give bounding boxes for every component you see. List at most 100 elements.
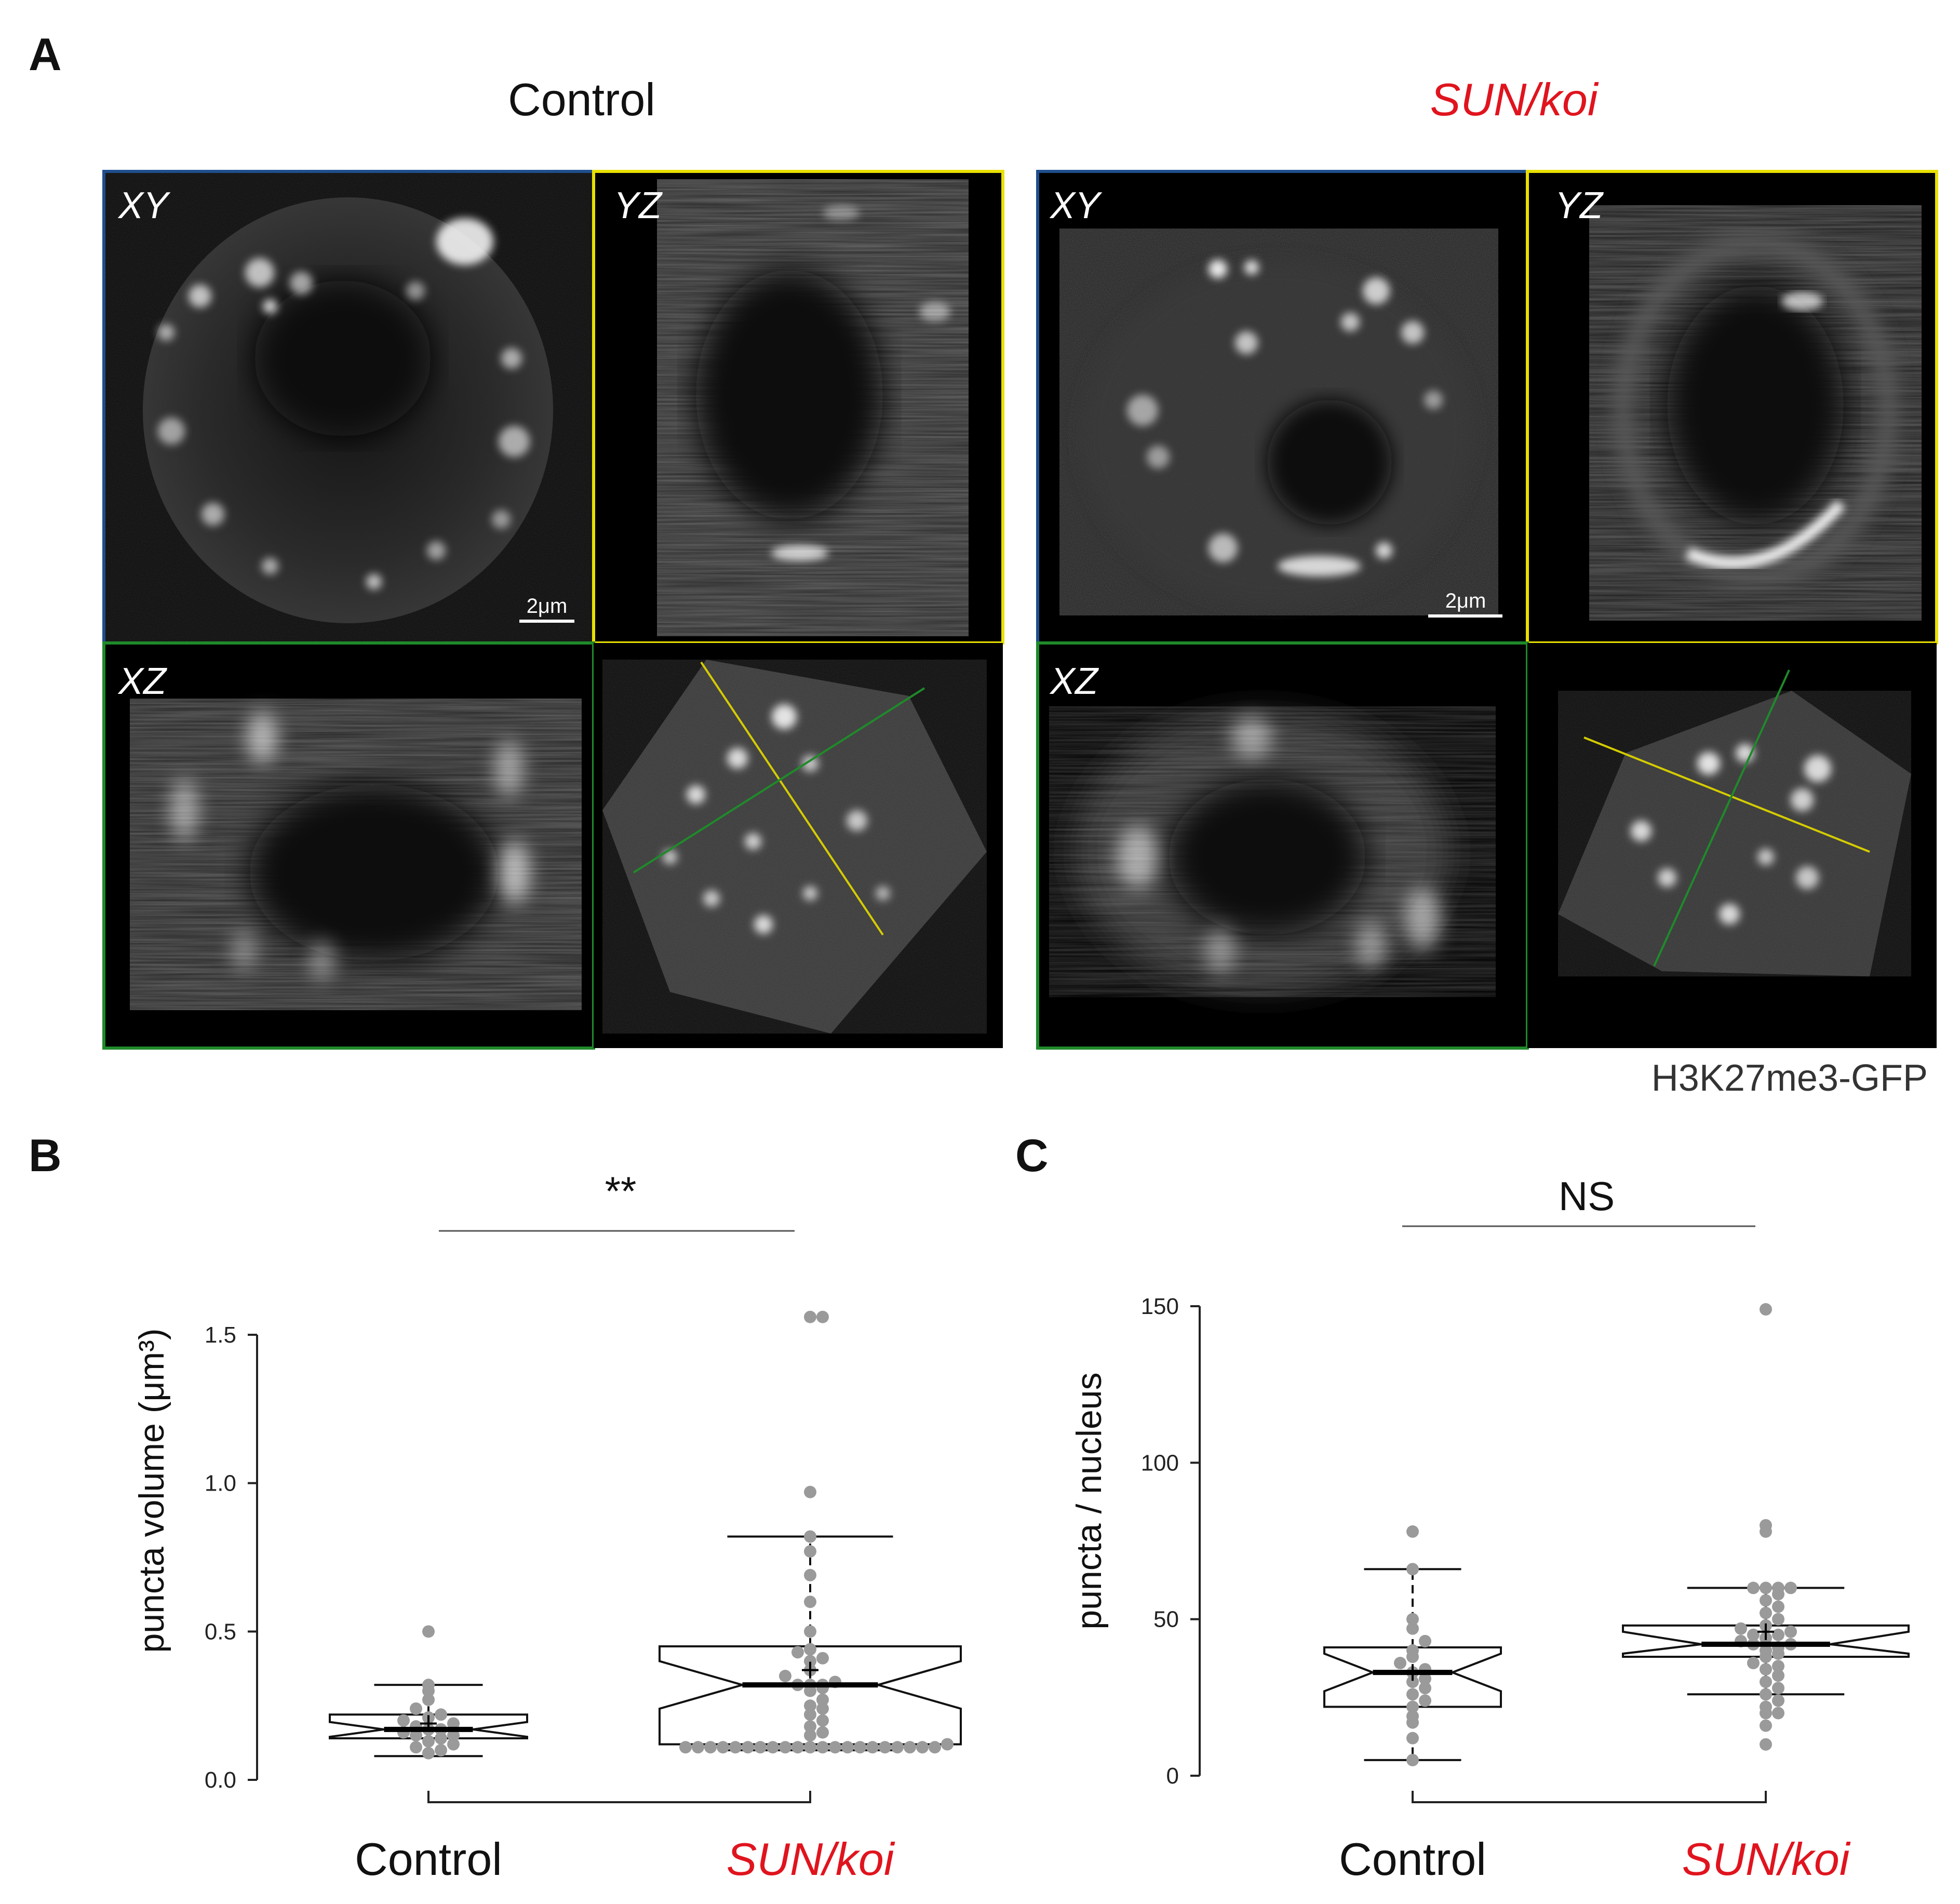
chart-b-control-point [447, 1729, 460, 1742]
chart-b-sunkoi-point [804, 1729, 816, 1742]
chart-c-sunkoi-point [1760, 1303, 1772, 1316]
chart-c-sunkoi-point [1760, 1688, 1772, 1701]
chart-b-sunkoi-point [791, 1646, 804, 1659]
marker-label: H3K27me3-GFP [1652, 1057, 1928, 1099]
chart-b-sunkoi-point [816, 1726, 829, 1739]
chart-c-control-point [1406, 1688, 1419, 1701]
control-xz-label: XZ [117, 661, 167, 702]
panel-letter-b: B [29, 1130, 62, 1181]
chart-c-y-tick-label: 100 [1141, 1450, 1179, 1476]
chart-c-sunkoi-point [1760, 1581, 1772, 1594]
chart-b-sunkoi-point [816, 1310, 829, 1323]
chart-b-sunkoi-point [804, 1568, 816, 1581]
chart-b-control-point [410, 1702, 422, 1715]
chart-c-sunkoi-point [1760, 1519, 1772, 1532]
panel-letter-c: C [1015, 1130, 1049, 1181]
chart-c-sunkoi-point [1784, 1581, 1797, 1594]
chart-b-sunkoi-point [816, 1693, 829, 1706]
chart-b-control-point [422, 1747, 435, 1760]
chart-b-sunkoi-point [804, 1741, 816, 1754]
chart-c-category-sunkoi: SUN/koi [1682, 1833, 1851, 1885]
chart-c-sunkoi-point [1772, 1694, 1784, 1707]
chart-c-sunkoi-point [1772, 1669, 1784, 1682]
chart-b-category-sunkoi: SUN/koi [727, 1833, 895, 1885]
panel-letter-a: A [29, 29, 62, 80]
chart-b-control-point [422, 1693, 435, 1706]
chart-b-sunkoi-point [816, 1702, 829, 1715]
control-xz-view: XZ [102, 641, 595, 1050]
chart-c-ylabel: puncta / nucleus [1069, 1372, 1109, 1629]
chart-c-category-control: Control [1339, 1833, 1486, 1885]
control-title: Control [508, 74, 655, 125]
chart-b-control-point [435, 1744, 447, 1756]
chart-c-y-tick-label: 150 [1141, 1294, 1179, 1319]
chart-c-sunkoi-point [1772, 1600, 1784, 1613]
sunkoi-3d-view [1527, 643, 1937, 1048]
chart-c-control-point [1419, 1694, 1431, 1707]
chart-b-sunkoi-point [791, 1741, 804, 1754]
chart-b-sunkoi-point [804, 1530, 816, 1543]
chart-c-sunkoi-point [1735, 1622, 1747, 1635]
sunkoi-xz-view: XZ [1036, 641, 1529, 1050]
chart-c-control-point [1406, 1525, 1419, 1538]
chart-c-significance: NS [1559, 1173, 1615, 1219]
chart-c-control-point [1406, 1644, 1419, 1657]
chart-b-sunkoi-point [829, 1741, 841, 1754]
chart-c-sunkoi-point [1747, 1628, 1760, 1641]
control-image-group: XY 2μm YZ [102, 170, 1004, 1050]
chart-c-sunkoi-point [1760, 1675, 1772, 1688]
sunkoi-scale-label: 2μm [1445, 589, 1486, 612]
chart-c-control-point [1419, 1672, 1431, 1685]
sunkoi-xy-label: XY [1049, 185, 1103, 226]
chart-b-control-point [422, 1679, 435, 1692]
chart-b-sunkoi-point [804, 1643, 816, 1656]
chart-c-sunkoi-point [1760, 1719, 1772, 1732]
chart-c-control-point [1406, 1753, 1419, 1766]
chart-b-significance: ** [605, 1168, 637, 1214]
chart-c-sunkoi-point [1772, 1581, 1784, 1594]
chart-c-control-point [1406, 1622, 1419, 1635]
chart-b-sunkoi-point [941, 1738, 954, 1751]
control-xy-label: XY [117, 185, 171, 226]
chart-c-control-point [1394, 1657, 1406, 1670]
chart-b-category-control: Control [355, 1833, 502, 1885]
chart-c-control-point [1406, 1563, 1419, 1576]
chart-b-y-tick-label: 1.5 [205, 1322, 236, 1348]
chart-b-y-tick-label: 0.0 [205, 1767, 236, 1793]
chart-c-sunkoi-point [1760, 1700, 1772, 1713]
chart-b-y-tick-label: 1.0 [205, 1471, 236, 1496]
chart-b-sunkoi-point [866, 1741, 879, 1754]
sunkoi-yz-label: YZ [1555, 185, 1604, 226]
chart-b-sunkoi-point [804, 1545, 816, 1558]
chart-c-sunkoi-point [1760, 1606, 1772, 1619]
chart-b-sunkoi-point [804, 1699, 816, 1712]
chart-c-sunkoi-point [1772, 1707, 1784, 1720]
chart-c-sunkoi-point [1772, 1660, 1784, 1673]
chart-c-sunkoi-point [1772, 1682, 1784, 1695]
chart-b-control-point [447, 1717, 460, 1730]
chart-b-control-point [435, 1732, 447, 1745]
chart-c-control-point [1419, 1682, 1431, 1695]
chart-b-sunkoi-point [904, 1741, 916, 1754]
chart-c-sunkoi-point [1747, 1581, 1760, 1594]
chart-b-sunkoi-point [679, 1741, 692, 1754]
chart-c-sunkoi-point [1772, 1628, 1784, 1641]
chart-c-control-point [1406, 1700, 1419, 1713]
chart-b-category-bracket [427, 1791, 811, 1803]
chart-b-control-point [422, 1625, 435, 1638]
chart-b-sunkoi-point [891, 1741, 904, 1754]
chart-b-ylabel: puncta volume (μm³) [132, 1329, 171, 1653]
chart-c-category-bracket [1412, 1791, 1767, 1803]
control-yz-view: YZ [592, 170, 1004, 645]
chart-b-sunkoi-point [767, 1741, 779, 1754]
chart-b: ** puncta volume (μm³) 0.0 0.5 1.0 1.5 Cont… [132, 1168, 962, 1885]
chart-b-sunkoi-point [841, 1741, 854, 1754]
sunkoi-image-group: XY 2μm YZ [1036, 170, 1938, 1050]
chart-c-sunkoi-point [1760, 1594, 1772, 1607]
chart-c-sunkoi-point [1760, 1663, 1772, 1676]
chart-c-control-point [1406, 1732, 1419, 1745]
chart-b-sunkoi-point [754, 1741, 767, 1754]
chart-c-sunkoi-point [1784, 1625, 1797, 1638]
